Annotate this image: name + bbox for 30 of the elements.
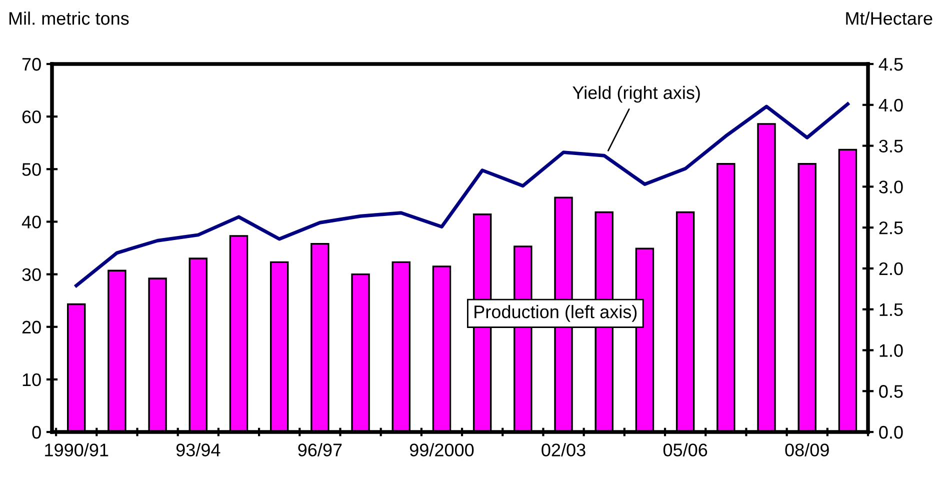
y-axis-title: Mil. metric tons: [9, 12, 129, 25]
y2-tick-label: 4.0: [878, 98, 903, 112]
y-tick-label: 50: [22, 163, 41, 176]
y-tick-label: 40: [22, 216, 41, 228]
y2-tick-label: 0.0: [879, 426, 903, 439]
y-tick-label: 70: [22, 58, 41, 71]
x-tick-label: 08/09: [785, 443, 829, 456]
y-tick-label: 10: [22, 373, 41, 386]
x-tick-label: 96/97: [298, 443, 342, 456]
line-series: [74, 102, 850, 288]
y2-tick-label: 3.5: [879, 140, 903, 152]
y2-tick-label: 3.0: [879, 180, 903, 194]
y2-tick-label: 1.5: [880, 303, 903, 316]
y2-axis-title: Mt/Hectare: [846, 12, 932, 25]
y2-tick-label: 0.5: [879, 385, 903, 398]
x-tick-label: 02/03: [542, 443, 586, 456]
text: Yield (right axis): [572, 86, 700, 103]
y-tick-label: 0: [32, 426, 41, 439]
x-tick-label: 1990/91: [45, 443, 108, 456]
y-tick-label: 20: [22, 320, 41, 334]
y2-tick-label: 4.5: [878, 58, 903, 71]
y-tick-label: 30: [22, 268, 41, 282]
y-tick-label: 60: [22, 110, 41, 124]
x-tick-label: 05/06: [663, 443, 708, 456]
x-tick-label: 93/94: [176, 443, 220, 456]
series-label: Production (left axis): [474, 305, 637, 322]
y2-tick-label: 2.5: [879, 221, 903, 234]
y2-tick-label: 2.0: [879, 262, 903, 276]
y2-tick-label: 1.0: [880, 344, 903, 357]
x-tick-label: 99/2000: [410, 443, 474, 456]
